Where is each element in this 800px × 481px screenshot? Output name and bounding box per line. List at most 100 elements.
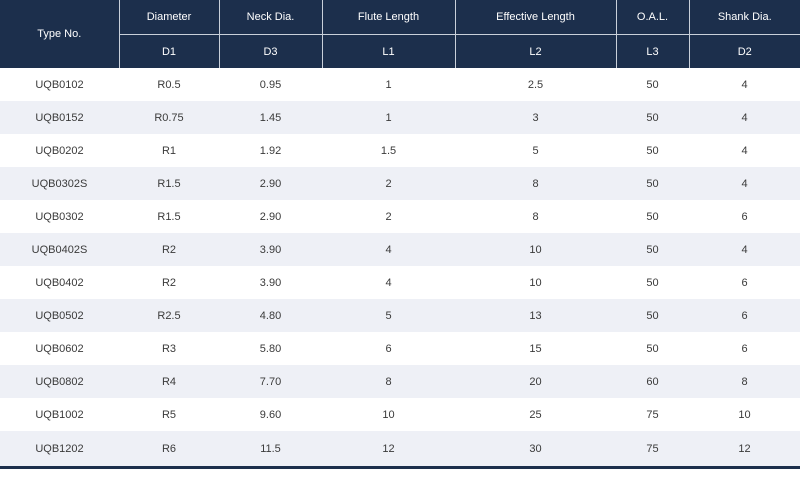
cell-shank-dia: 6 [689, 200, 800, 233]
cell-flute-length: 6 [322, 332, 455, 365]
cell-shank-dia: 4 [689, 134, 800, 167]
table-row: UQB0102 R0.5 0.95 1 2.5 50 4 [0, 68, 800, 101]
cell-flute-length: 2 [322, 167, 455, 200]
cell-neck-dia: 3.90 [219, 266, 322, 299]
cell-effective-length: 5 [455, 134, 616, 167]
table-row: UQB0602 R3 5.80 6 15 50 6 [0, 332, 800, 365]
cell-shank-dia: 4 [689, 233, 800, 266]
table-row: UQB1002 R5 9.60 10 25 75 10 [0, 398, 800, 431]
header-symbol-l3: L3 [616, 34, 690, 68]
table-row: UQB0152 R0.75 1.45 1 3 50 4 [0, 101, 800, 134]
cell-oal: 50 [616, 167, 689, 200]
header-neck-dia: Neck Dia. [219, 0, 323, 35]
cell-diameter: R2 [119, 233, 219, 266]
cell-diameter: R0.5 [119, 68, 219, 101]
table-row: UQB0302 R1.5 2.90 2 8 50 6 [0, 200, 800, 233]
cell-oal: 50 [616, 68, 689, 101]
cell-oal: 50 [616, 200, 689, 233]
cell-oal: 75 [616, 431, 689, 469]
cell-type-no: UQB0102 [0, 68, 119, 101]
table-body: UQB0102 R0.5 0.95 1 2.5 50 4 UQB0152 R0.… [0, 68, 800, 469]
cell-diameter: R6 [119, 431, 219, 469]
cell-oal: 50 [616, 266, 689, 299]
cell-effective-length: 8 [455, 167, 616, 200]
cell-diameter: R2 [119, 266, 219, 299]
cell-diameter: R3 [119, 332, 219, 365]
cell-effective-length: 25 [455, 398, 616, 431]
cell-effective-length: 10 [455, 266, 616, 299]
header-effective-length: Effective Length [455, 0, 617, 35]
cell-flute-length: 5 [322, 299, 455, 332]
cell-shank-dia: 4 [689, 101, 800, 134]
cell-type-no: UQB0402S [0, 233, 119, 266]
cell-neck-dia: 0.95 [219, 68, 322, 101]
table-row: UQB0402S R2 3.90 4 10 50 4 [0, 233, 800, 266]
cell-flute-length: 10 [322, 398, 455, 431]
cell-shank-dia: 4 [689, 167, 800, 200]
cell-flute-length: 1 [322, 68, 455, 101]
cell-shank-dia: 8 [689, 365, 800, 398]
cell-shank-dia: 6 [689, 299, 800, 332]
table-row: UQB0302S R1.5 2.90 2 8 50 4 [0, 167, 800, 200]
table-row: UQB1202 R6 11.5 12 30 75 12 [0, 431, 800, 469]
cell-shank-dia: 6 [689, 266, 800, 299]
cell-diameter: R4 [119, 365, 219, 398]
cell-effective-length: 30 [455, 431, 616, 469]
cell-type-no: UQB0202 [0, 134, 119, 167]
cell-neck-dia: 7.70 [219, 365, 322, 398]
cell-diameter: R1 [119, 134, 219, 167]
cell-flute-length: 8 [322, 365, 455, 398]
table-row: UQB0802 R4 7.70 8 20 60 8 [0, 365, 800, 398]
cell-type-no: UQB1002 [0, 398, 119, 431]
cell-diameter: R0.75 [119, 101, 219, 134]
cell-type-no: UQB0152 [0, 101, 119, 134]
cell-shank-dia: 12 [689, 431, 800, 469]
header-symbol-d1: D1 [119, 34, 220, 68]
cell-neck-dia: 9.60 [219, 398, 322, 431]
cell-neck-dia: 11.5 [219, 431, 322, 469]
header-symbol-l1: L1 [322, 34, 456, 68]
table-header: Type No. Diameter Neck Dia. Flute Length… [0, 0, 800, 68]
header-row-symbols: D1 D3 L1 L2 L3 D2 [0, 34, 800, 68]
cell-neck-dia: 1.92 [219, 134, 322, 167]
cell-effective-length: 2.5 [455, 68, 616, 101]
cell-oal: 75 [616, 398, 689, 431]
spec-table: Type No. Diameter Neck Dia. Flute Length… [0, 0, 800, 469]
cell-type-no: UQB0802 [0, 365, 119, 398]
cell-type-no: UQB0302S [0, 167, 119, 200]
cell-effective-length: 8 [455, 200, 616, 233]
header-oal: O.A.L. [616, 0, 690, 35]
cell-oal: 50 [616, 134, 689, 167]
cell-effective-length: 3 [455, 101, 616, 134]
cell-oal: 50 [616, 233, 689, 266]
cell-shank-dia: 6 [689, 332, 800, 365]
cell-flute-length: 1 [322, 101, 455, 134]
cell-oal: 50 [616, 332, 689, 365]
cell-effective-length: 13 [455, 299, 616, 332]
cell-effective-length: 20 [455, 365, 616, 398]
cell-effective-length: 10 [455, 233, 616, 266]
cell-flute-length: 4 [322, 233, 455, 266]
cell-flute-length: 4 [322, 266, 455, 299]
cell-diameter: R1.5 [119, 167, 219, 200]
cell-diameter: R5 [119, 398, 219, 431]
cell-shank-dia: 10 [689, 398, 800, 431]
cell-neck-dia: 5.80 [219, 332, 322, 365]
cell-oal: 50 [616, 101, 689, 134]
cell-diameter: R1.5 [119, 200, 219, 233]
cell-type-no: UQB0302 [0, 200, 119, 233]
cell-neck-dia: 2.90 [219, 200, 322, 233]
cell-shank-dia: 4 [689, 68, 800, 101]
cell-type-no: UQB0402 [0, 266, 119, 299]
cell-effective-length: 15 [455, 332, 616, 365]
cell-type-no: UQB0602 [0, 332, 119, 365]
cell-flute-length: 2 [322, 200, 455, 233]
header-row-names: Type No. Diameter Neck Dia. Flute Length… [0, 0, 800, 68]
cell-neck-dia: 4.80 [219, 299, 322, 332]
cell-oal: 60 [616, 365, 689, 398]
header-type-no: Type No. [0, 0, 120, 68]
header-symbol-l2: L2 [455, 34, 617, 68]
table-row: UQB0402 R2 3.90 4 10 50 6 [0, 266, 800, 299]
cell-flute-length: 1.5 [322, 134, 455, 167]
cell-neck-dia: 3.90 [219, 233, 322, 266]
